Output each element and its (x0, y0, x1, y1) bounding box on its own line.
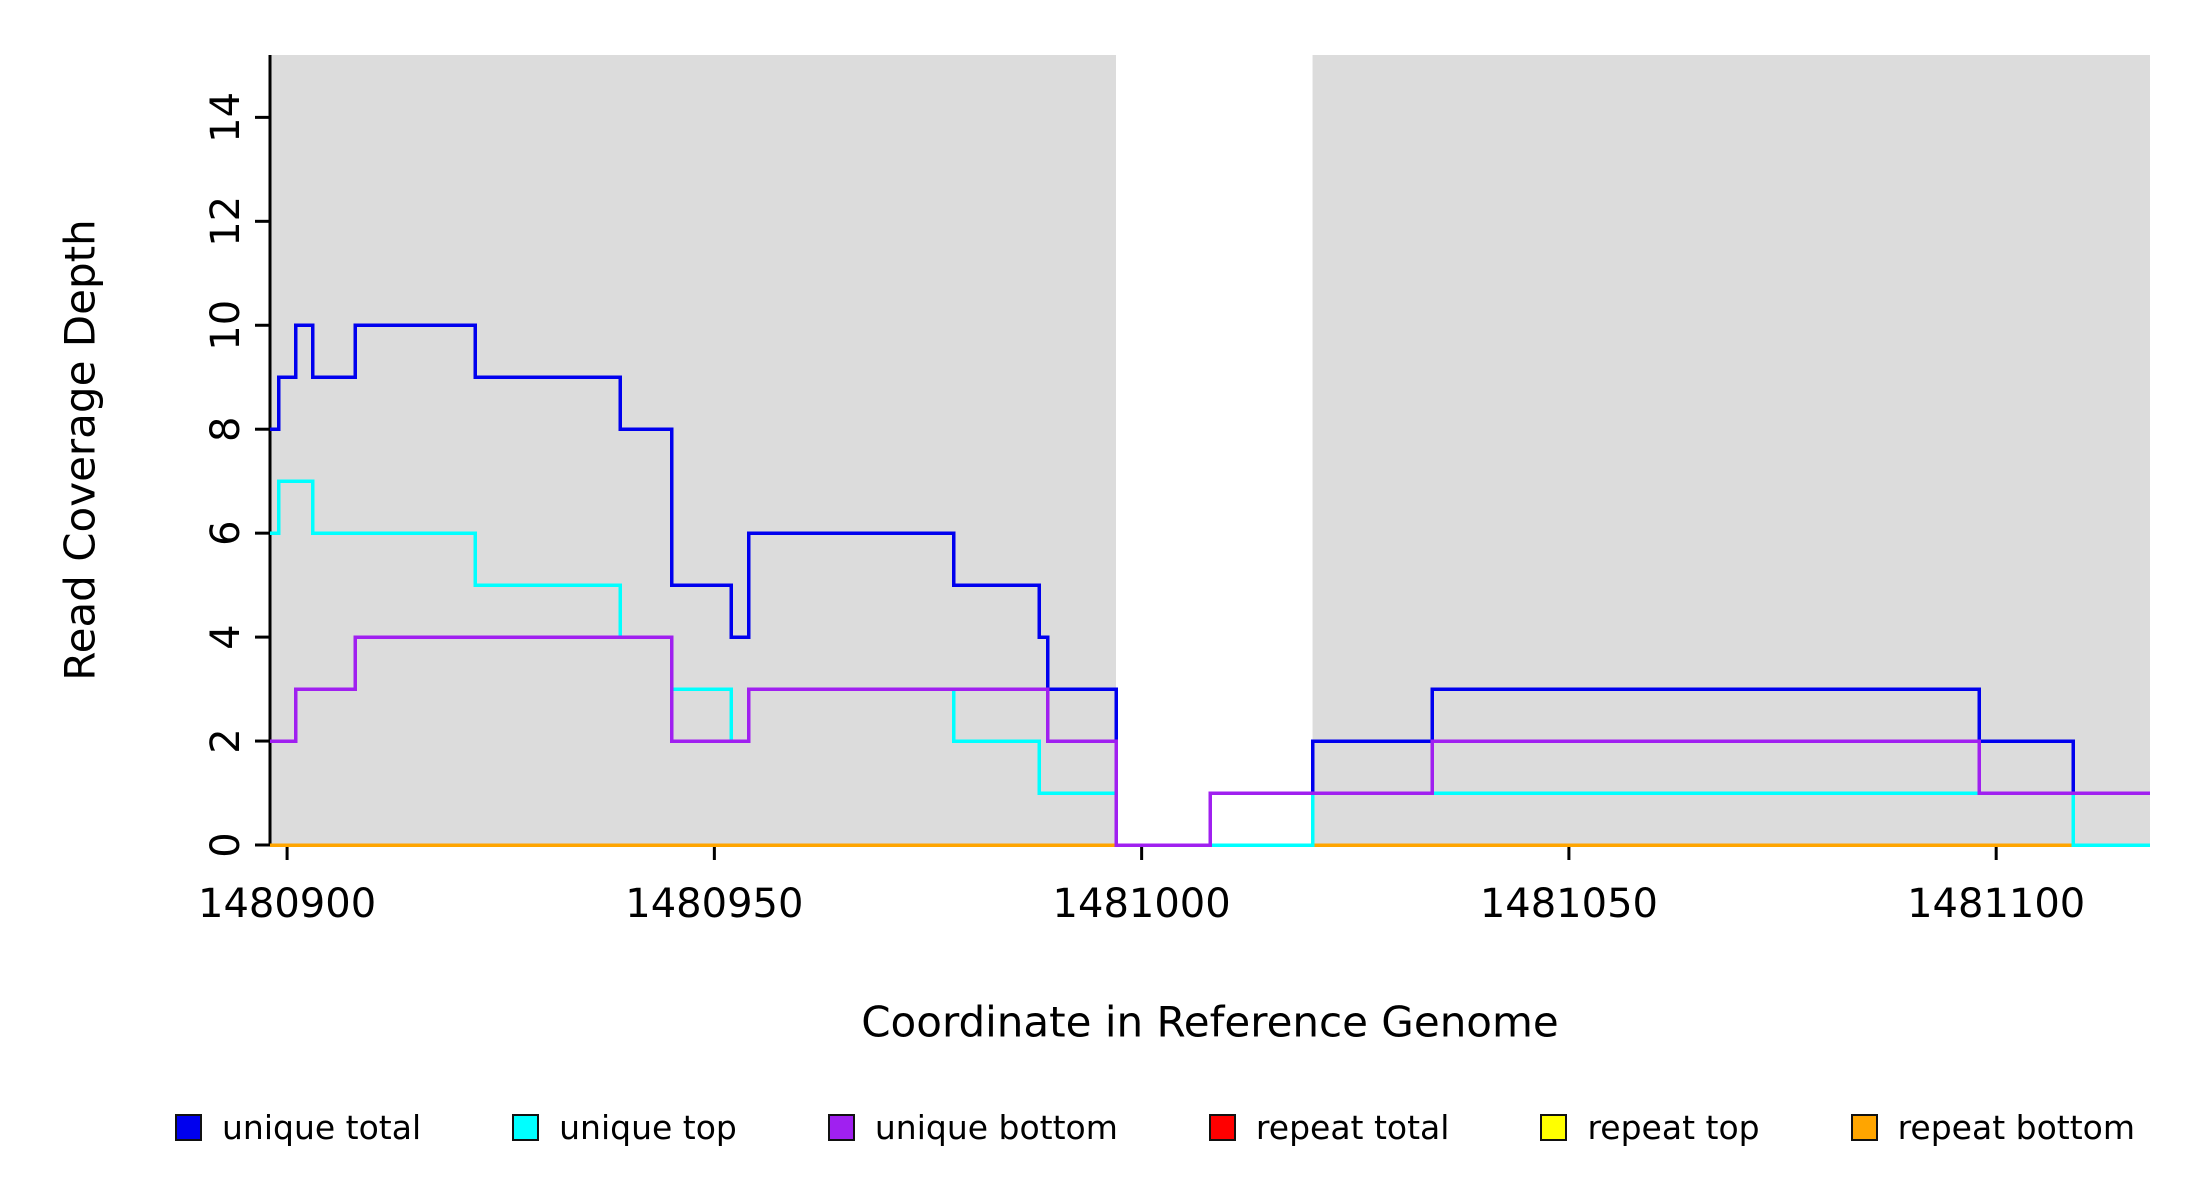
svg-text:4: 4 (203, 624, 249, 649)
svg-text:6: 6 (203, 520, 249, 545)
legend-label-repeat-total: repeat total (1255, 1108, 1450, 1147)
legend-label-repeat-bottom: repeat bottom (1897, 1108, 2135, 1147)
legend-swatch-unique-total (175, 1114, 202, 1141)
x-axis-title: Coordinate in Reference Genome (861, 997, 1559, 1047)
svg-text:1481100: 1481100 (1907, 881, 2085, 927)
legend-swatch-unique-top (512, 1114, 540, 1141)
y-axis-title: Read Coverage Depth (55, 219, 105, 681)
svg-text:8: 8 (203, 416, 249, 441)
svg-text:1480950: 1480950 (625, 881, 803, 927)
svg-text:1480900: 1480900 (198, 881, 376, 927)
svg-text:2: 2 (203, 728, 249, 753)
legend-swatch-unique-bottom (827, 1114, 855, 1141)
legend-item-repeat-top: repeat top (1540, 1108, 1760, 1147)
legend: unique total unique top unique bottom re… (175, 1108, 2135, 1147)
legend-item-repeat-total: repeat total (1208, 1108, 1450, 1147)
legend-label-unique-total: unique total (222, 1108, 422, 1147)
svg-text:1481050: 1481050 (1480, 881, 1658, 927)
legend-label-repeat-top: repeat top (1587, 1108, 1760, 1147)
legend-swatch-repeat-total (1208, 1114, 1236, 1141)
legend-label-unique-bottom: unique bottom (874, 1108, 1118, 1147)
svg-text:10: 10 (203, 300, 249, 351)
svg-text:0: 0 (203, 832, 249, 857)
legend-item-unique-bottom: unique bottom (827, 1108, 1118, 1147)
legend-item-repeat-bottom: repeat bottom (1850, 1108, 2135, 1147)
legend-swatch-repeat-bottom (1850, 1114, 1878, 1141)
legend-item-unique-total: unique total (175, 1108, 421, 1147)
svg-text:1481000: 1481000 (1053, 881, 1231, 927)
svg-text:14: 14 (203, 92, 249, 143)
legend-item-unique-top: unique top (512, 1108, 737, 1147)
legend-label-unique-top: unique top (559, 1108, 737, 1147)
svg-text:12: 12 (203, 196, 249, 247)
legend-swatch-repeat-top (1540, 1114, 1568, 1141)
